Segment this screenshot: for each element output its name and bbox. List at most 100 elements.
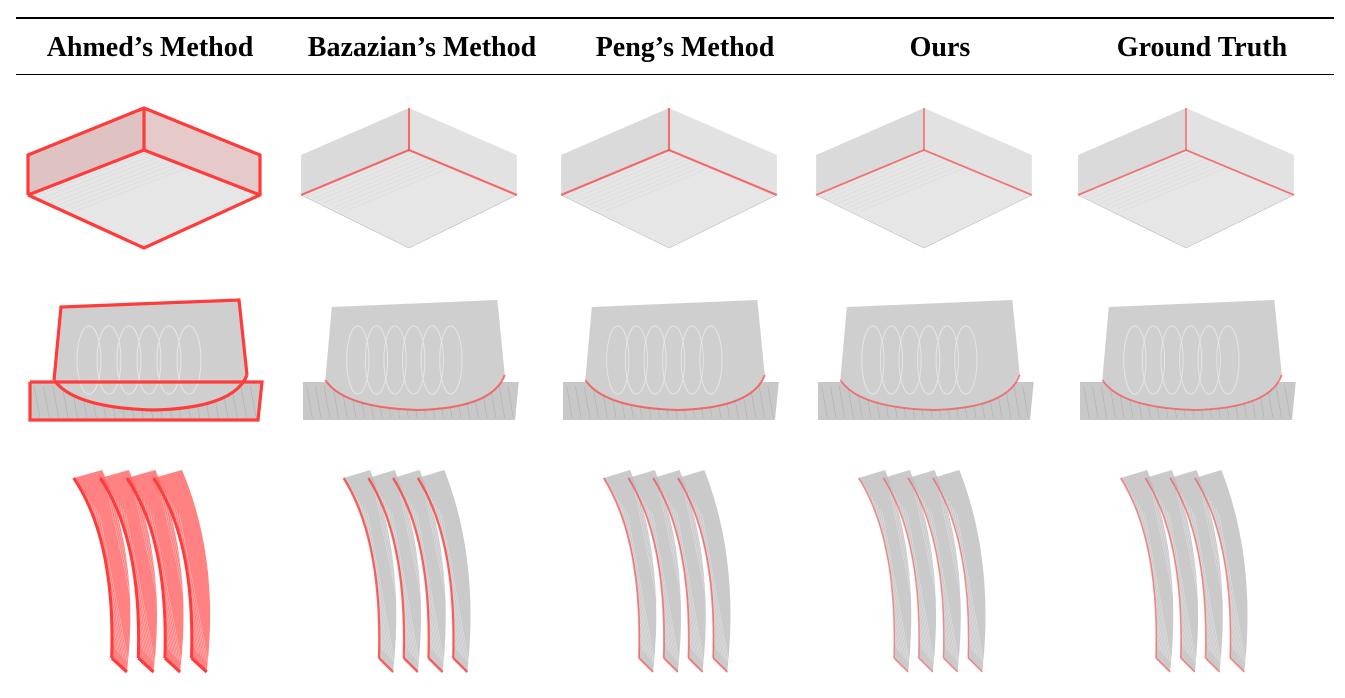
box-stipple [600,163,709,210]
blade-body [393,470,446,672]
blade-stipple [158,484,196,651]
base-stipple [847,385,854,419]
cylinder-shading [136,325,162,395]
cylinder-shading [680,325,704,395]
blade-stipple [1215,508,1245,663]
box-left-wall [561,108,669,195]
blade-body [677,470,731,672]
blade-stipple [888,484,923,651]
base-stipple [575,385,582,419]
blade-body [368,470,422,672]
cylinder-shading [898,325,922,395]
blade-stipple [943,492,976,655]
blade-tip-edge [110,656,128,674]
blade-stipple [690,496,723,657]
blade-tip-edge [918,657,934,673]
blade-stipple [1144,512,1173,665]
blade-left-edge [1194,477,1232,659]
base-stipple [1013,385,1020,419]
blade-left-edge [627,477,665,659]
box-corner-cloud [560,108,778,249]
base-stipple [1092,385,1099,419]
blade-stipple [1166,508,1196,663]
blade-stipple [389,508,419,663]
blade-stipple [414,508,443,663]
cylinder-shading [624,325,649,395]
blade-left-edge [677,477,715,659]
blade-stipple [354,492,387,655]
base-stipple [1100,385,1108,419]
cylinder-shading [861,325,885,395]
box-corner-cloud [300,108,518,249]
blade-stipple [422,484,457,651]
blade-tip-edge [427,657,444,673]
blade-stipple [1199,484,1234,651]
box-right-wall [924,108,1032,195]
blade-stipple [1175,484,1210,651]
cylinder-cloud [28,298,264,422]
base-false-edges [28,380,264,422]
base-stipple [240,385,248,419]
box-stipple [1094,155,1203,202]
base-stipple [767,385,774,419]
blade-stipple [676,512,705,665]
box-stipple [312,153,421,200]
blade-left-edge [652,477,690,659]
blade-body [417,470,471,672]
blade-stipple [1133,496,1166,657]
box-outer-edges [26,106,262,250]
box-stipple [1083,151,1192,198]
box-stipple [45,155,163,202]
blade-stipple [688,492,721,655]
box-corner-cloud [1077,108,1295,249]
box-stipple [1105,159,1214,206]
blade-stipple [391,512,420,665]
box-stipple [832,155,941,202]
blade-tip-edge [638,657,654,673]
blade-stipple [658,484,693,651]
blade-stipple [140,496,175,657]
cylinder-shading [1216,325,1240,395]
blade-stipple [624,508,654,663]
blade-tip-edge [137,656,155,674]
blade-stipple [896,496,928,657]
column-header-ahmed: Ahmed’s Method [46,32,254,63]
box-stipple [566,151,675,198]
base-stipple [33,385,41,419]
blade-stipple [1180,492,1213,655]
blade-stipple [84,492,120,655]
blade-stipple [869,492,902,655]
blade-stipple [1218,512,1247,665]
blade-stipple [381,496,413,657]
blade-stipple [105,484,143,651]
column-header-ground-truth: Ground Truth [1116,32,1288,63]
box-stipple [827,153,936,200]
box-left-floor-edge [300,148,410,197]
cylinder-shading [1197,325,1221,395]
blade-stipple [923,500,955,659]
box-stipple [821,151,930,198]
base-stipple [838,385,846,419]
blade-stipple [906,512,935,665]
cylinder-body [325,300,505,410]
box-stipple [306,151,415,198]
blade-stipple [356,496,389,657]
box-stipple [855,163,964,210]
blade-stipple [921,496,953,657]
box-right-floor-edge [923,149,1033,196]
blade-stipple [364,508,394,663]
cylinder-shading [662,325,686,395]
blades-cloud [72,470,211,674]
cylinder-shading [1141,325,1166,395]
blade-body [1170,470,1223,672]
blade-stipple [428,492,461,655]
blade-left-edge [882,477,920,659]
base-stipple [583,385,591,419]
blade-stipple [152,512,183,665]
blades-cloud [602,470,731,673]
cylinder-shading [439,325,463,395]
blade-stipple [953,508,983,663]
box-stipple [39,153,157,200]
box-stipple [572,153,681,200]
box-left-wall [816,108,924,195]
